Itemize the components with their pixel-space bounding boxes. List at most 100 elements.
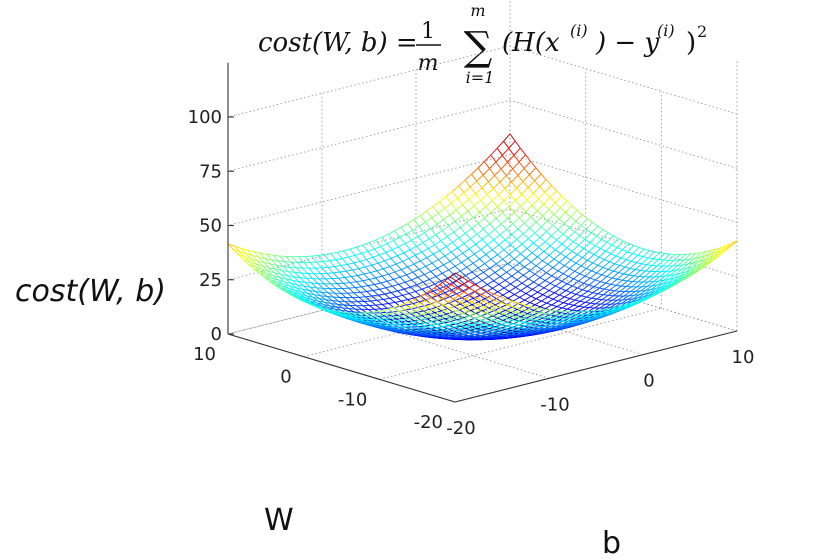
- mesh-line: [486, 317, 494, 321]
- mesh-line: [407, 318, 414, 323]
- mesh-line: [551, 229, 559, 237]
- mesh-line: [398, 283, 405, 290]
- mesh-line: [574, 270, 581, 275]
- mesh-line: [627, 294, 635, 300]
- mesh-line: [599, 282, 606, 289]
- mesh-line: [549, 320, 556, 325]
- mesh-line: [488, 272, 496, 277]
- formula-body: (H(x: [502, 28, 560, 58]
- mesh-line: [508, 306, 515, 311]
- mesh-line: [493, 181, 501, 189]
- mesh-line: [423, 290, 430, 295]
- mesh-line: [595, 309, 603, 312]
- mesh-line: [495, 324, 502, 328]
- mesh-line: [456, 276, 462, 282]
- mesh-line: [573, 273, 581, 280]
- mesh-line: [439, 312, 446, 317]
- mesh-line: [677, 264, 683, 266]
- mesh-line: [463, 186, 471, 194]
- mesh-line: [531, 198, 539, 206]
- mesh-line: [370, 270, 377, 274]
- mesh-line: [504, 318, 512, 321]
- mesh-line: [525, 154, 531, 162]
- mesh-line: [370, 300, 376, 306]
- mesh-line: [398, 246, 405, 254]
- mesh-line: [408, 301, 416, 306]
- mesh-line: [258, 256, 266, 260]
- mesh-line: [257, 260, 264, 267]
- mesh-line: [531, 306, 539, 309]
- mesh-line: [428, 290, 436, 296]
- mesh-line: [651, 264, 658, 267]
- mesh-line: [625, 253, 633, 261]
- mesh-line: [258, 272, 265, 278]
- mesh-line: [466, 324, 472, 328]
- mesh-line: [381, 273, 389, 277]
- mesh-line: [426, 306, 434, 311]
- grid-line: [415, 286, 644, 356]
- mesh-line: [525, 205, 533, 213]
- mesh-line: [528, 238, 534, 244]
- mesh-line: [471, 322, 477, 326]
- mesh-line: [403, 286, 411, 290]
- mesh-line: [314, 294, 321, 297]
- mesh-line: [486, 244, 493, 251]
- mesh-line: [556, 306, 563, 309]
- mesh-line: [362, 242, 370, 246]
- cost-formula: cost(W, b) = 1 m ∑ m i=1 (H(x (i) ) − y …: [258, 1, 707, 87]
- mesh-line: [485, 291, 492, 296]
- mesh-line: [478, 263, 485, 269]
- mesh-line: [434, 240, 442, 246]
- mesh-line: [571, 280, 579, 287]
- mesh-line: [508, 291, 515, 295]
- mesh-line: [520, 304, 526, 310]
- mesh-line: [627, 251, 633, 255]
- mesh-line: [653, 276, 661, 282]
- mesh-line: [696, 259, 704, 266]
- mesh-line: [443, 264, 450, 271]
- mesh-line: [440, 277, 448, 282]
- mesh-line: [565, 212, 571, 218]
- mesh-line: [549, 197, 556, 204]
- mesh-line: [568, 275, 574, 280]
- mesh-line: [510, 309, 518, 314]
- mesh-line: [588, 284, 595, 288]
- mesh-line: [622, 295, 630, 301]
- mesh-line: [614, 303, 622, 308]
- mesh-line: [631, 281, 639, 288]
- mesh-line: [569, 227, 575, 233]
- mesh-line: [450, 284, 458, 289]
- mesh-line: [490, 306, 497, 311]
- mesh-line: [352, 268, 359, 271]
- mesh-line: [612, 295, 619, 301]
- mesh-line: [277, 260, 285, 263]
- mesh-line: [520, 248, 528, 255]
- mesh-line: [484, 258, 492, 265]
- mesh-line: [244, 256, 252, 260]
- mesh-line: [263, 262, 270, 269]
- mesh-line: [345, 269, 353, 272]
- mesh-line: [313, 273, 320, 280]
- mesh-line: [410, 284, 417, 288]
- mesh-line: [498, 313, 504, 318]
- mesh-line: [636, 281, 644, 288]
- mesh-line: [473, 329, 480, 333]
- mesh-line: [413, 215, 421, 221]
- mesh-line: [683, 253, 691, 261]
- mesh-line: [452, 315, 458, 320]
- mesh-line: [232, 249, 239, 255]
- mesh-line: [539, 272, 547, 278]
- mesh-line: [600, 241, 608, 249]
- mesh-line: [472, 258, 480, 264]
- mesh-line: [526, 199, 533, 206]
- mesh-line: [616, 247, 623, 251]
- mesh-line: [512, 217, 520, 225]
- mesh-line: [574, 224, 582, 233]
- mesh-line: [573, 241, 579, 246]
- mesh-line: [375, 277, 382, 284]
- mesh-line: [487, 181, 494, 189]
- mesh-line: [419, 300, 426, 304]
- mesh-line: [622, 279, 628, 282]
- mesh-line: [402, 261, 408, 268]
- mesh-line: [311, 282, 317, 289]
